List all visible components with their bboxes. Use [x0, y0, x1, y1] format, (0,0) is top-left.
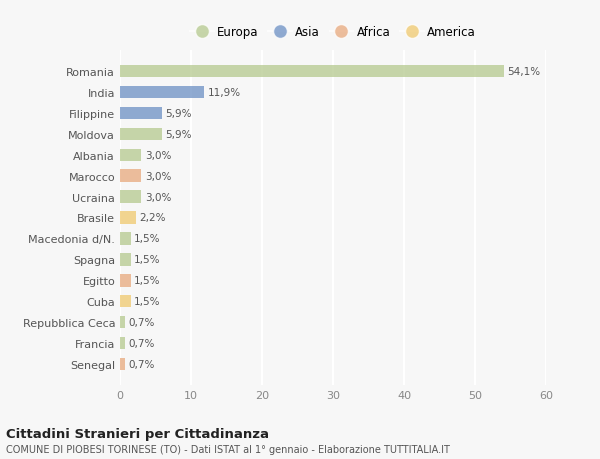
Text: 3,0%: 3,0% — [145, 171, 171, 181]
Bar — [120, 274, 131, 287]
Text: 3,0%: 3,0% — [145, 192, 171, 202]
Text: 1,5%: 1,5% — [134, 234, 161, 244]
Bar — [120, 87, 205, 99]
Bar — [120, 337, 125, 349]
Bar — [120, 149, 142, 162]
Text: 3,0%: 3,0% — [145, 151, 171, 161]
Bar — [120, 358, 125, 370]
Text: 5,9%: 5,9% — [166, 109, 192, 119]
Bar — [120, 212, 136, 224]
Legend: Europa, Asia, Africa, America: Europa, Asia, Africa, America — [187, 23, 479, 43]
Text: 1,5%: 1,5% — [134, 255, 161, 265]
Bar — [120, 233, 131, 245]
Bar — [120, 129, 162, 141]
Text: 0,7%: 0,7% — [128, 317, 155, 327]
Text: 0,7%: 0,7% — [128, 359, 155, 369]
Bar — [120, 253, 131, 266]
Text: 11,9%: 11,9% — [208, 88, 241, 98]
Text: COMUNE DI PIOBESI TORINESE (TO) - Dati ISTAT al 1° gennaio - Elaborazione TUTTIT: COMUNE DI PIOBESI TORINESE (TO) - Dati I… — [6, 444, 450, 454]
Text: Cittadini Stranieri per Cittadinanza: Cittadini Stranieri per Cittadinanza — [6, 427, 269, 440]
Bar — [120, 191, 142, 203]
Text: 0,7%: 0,7% — [128, 338, 155, 348]
Text: 2,2%: 2,2% — [139, 213, 166, 223]
Text: 54,1%: 54,1% — [508, 67, 541, 77]
Bar — [120, 170, 142, 183]
Bar — [120, 295, 131, 308]
Text: 1,5%: 1,5% — [134, 275, 161, 285]
Text: 1,5%: 1,5% — [134, 297, 161, 307]
Bar — [120, 316, 125, 329]
Text: 5,9%: 5,9% — [166, 129, 192, 140]
Bar — [120, 107, 162, 120]
Bar — [120, 66, 504, 78]
